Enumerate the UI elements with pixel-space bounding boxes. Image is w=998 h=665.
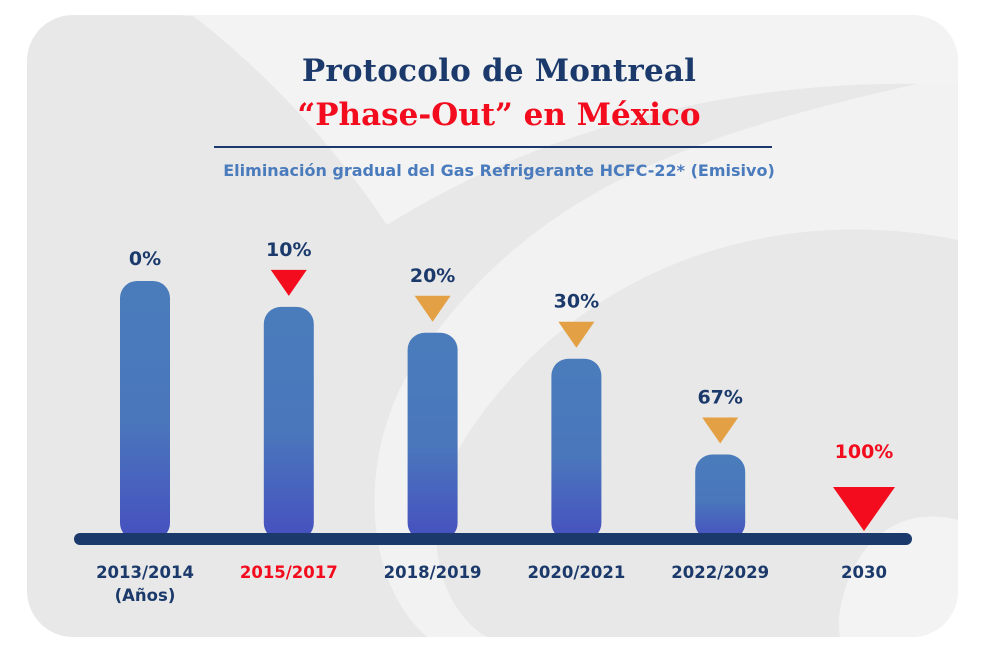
down-triangle-icon xyxy=(833,487,895,531)
bar-2020-2021 xyxy=(551,358,602,540)
down-triangle-icon xyxy=(270,269,307,296)
down-triangle-icon xyxy=(702,417,739,444)
x-tick-label: 2020/2021 xyxy=(527,563,625,582)
bars-group xyxy=(120,281,746,540)
background-swoosh xyxy=(177,15,958,637)
background-top-highlight xyxy=(192,15,958,225)
title-line-1: Protocolo de Montreal xyxy=(301,53,697,89)
markers-group xyxy=(270,269,895,531)
x-tick-label: 2022/2029 xyxy=(671,563,769,582)
data-label: 0% xyxy=(129,248,161,270)
data-label: 100% xyxy=(835,441,894,463)
x-tick-label: 2015/2017 xyxy=(240,563,338,582)
timeline-baseline xyxy=(74,533,912,545)
labels-group: 0% 2013/2014 (Años) 10% 2015/2017 20% 2018/201… xyxy=(96,239,893,605)
title-line-2: “Phase-Out” en México xyxy=(297,97,701,133)
data-label: 30% xyxy=(554,291,599,313)
x-tick-label: 2030 xyxy=(841,563,887,582)
bar-2013-2014 xyxy=(120,281,170,540)
bar-2018-2019 xyxy=(407,332,458,540)
data-label: 10% xyxy=(266,239,311,261)
title-divider xyxy=(214,146,772,148)
x-axis-label: (Años) xyxy=(115,586,176,605)
bar-2022-2029 xyxy=(695,454,746,540)
x-tick-label: 2018/2019 xyxy=(384,563,482,582)
down-triangle-icon xyxy=(414,295,451,322)
down-triangle-icon xyxy=(558,321,595,348)
background-corner-circle xyxy=(838,516,958,637)
x-tick-label: 2013/2014 xyxy=(96,563,194,582)
bar-2015-2017 xyxy=(263,306,314,540)
data-label: 67% xyxy=(697,387,742,409)
data-label: 20% xyxy=(410,265,455,287)
chart-subtitle: Eliminación gradual del Gas Refrigerante… xyxy=(223,161,775,180)
